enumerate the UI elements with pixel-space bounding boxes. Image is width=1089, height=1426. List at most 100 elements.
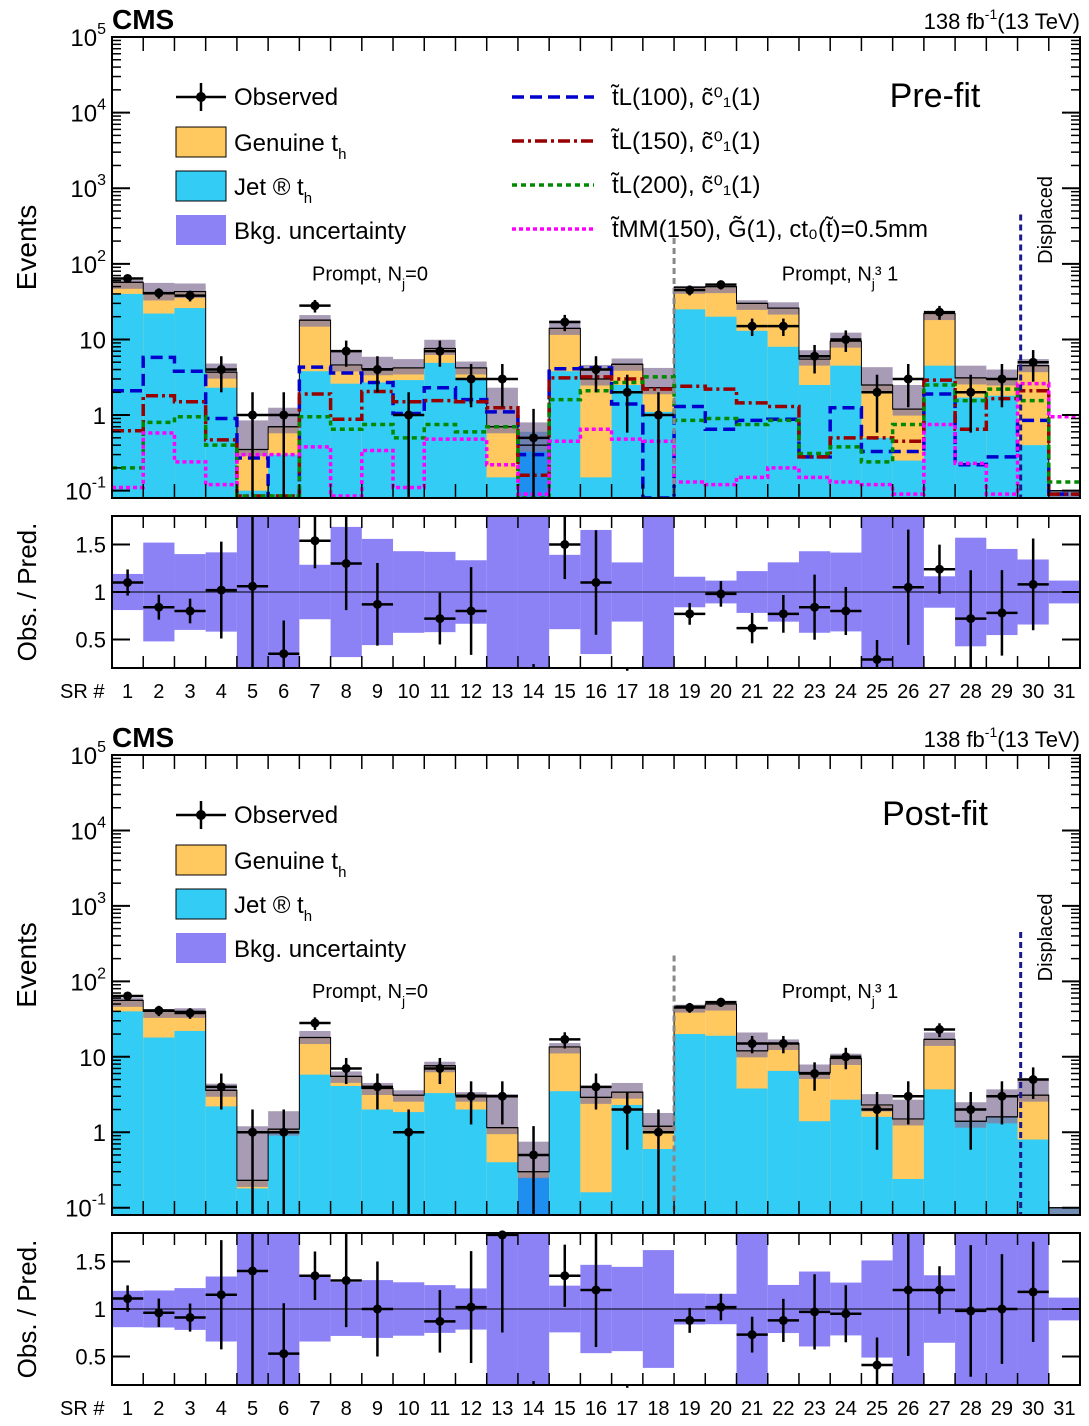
x-tick-label: 13 (491, 1398, 513, 1420)
legend-genuine-text-part: t (331, 130, 338, 157)
observed-point (810, 1069, 820, 1079)
region-label-prompt0-part: =0 (405, 264, 428, 286)
x-tick-label: 8 (341, 681, 352, 703)
cms-label: CMS (112, 4, 174, 35)
legend-signal-text-3: t̃L(200), c̃⁰₁(1) (610, 172, 760, 199)
region-label-prompt0: Prompt, Nj=0 (312, 264, 428, 292)
ratio-point (778, 1315, 788, 1325)
legend-genuine-text-part: h (338, 146, 346, 163)
x-tick-label: 11 (429, 681, 450, 703)
observed-point (372, 365, 382, 375)
x-tick-label: 7 (309, 681, 320, 703)
jet-bar (1017, 1139, 1049, 1215)
jet-bar (424, 1093, 456, 1215)
y-tick-label-part: 10 (70, 894, 97, 921)
region-label-prompt1-part: j (871, 993, 875, 1009)
ratio-point (435, 1316, 445, 1326)
x-tick-label: 30 (1022, 1398, 1044, 1420)
x-tick-label: 23 (803, 1398, 825, 1420)
region-label-displaced: Displaced (1035, 894, 1057, 982)
observed-point (154, 288, 164, 298)
ratio-point (435, 614, 445, 624)
ratio-y-tick-label: 0.5 (75, 1345, 106, 1370)
observed-point (810, 351, 820, 361)
jet-bar (112, 293, 144, 498)
observed-point (997, 374, 1007, 384)
legend-observed-marker (196, 92, 206, 102)
observed-point (497, 1091, 507, 1101)
x-tick-label: 27 (928, 1398, 950, 1420)
x-tick-label: 28 (960, 681, 982, 703)
x-tick-label: 5 (247, 681, 258, 703)
y-tick-label: 10-1 (65, 475, 106, 506)
legend-genuine-text-part: Genuine (234, 848, 331, 875)
region-label-prompt1: Prompt, Nj³ 1 (782, 981, 899, 1009)
x-tick-label: 6 (278, 681, 289, 703)
ratio-point (716, 1302, 726, 1312)
jet-bar (112, 1011, 144, 1215)
observed-point (1028, 357, 1038, 367)
y-tick-label: 103 (70, 890, 106, 921)
jet-bar (424, 362, 456, 498)
x-tick-label: 25 (866, 681, 888, 703)
ratio-point (716, 589, 726, 599)
jet-bar (205, 387, 237, 498)
y-tick-label-part: 10 (79, 1045, 106, 1072)
jet-bar (299, 371, 331, 498)
y-tick-label-part: 10 (70, 101, 97, 128)
legend-signal-text-4: t̃MM(150), G̃(1), ct₀(t̃)=0.5mm (610, 216, 928, 243)
y-tick-label: 10-1 (65, 1192, 106, 1223)
legend-jet-swatch (175, 170, 227, 202)
observed-point (653, 410, 663, 420)
y-axis-label: Events (11, 922, 42, 1008)
legend-jet-text-part: ® (273, 892, 297, 919)
jet-bar (830, 1099, 862, 1215)
ratio-point (466, 606, 476, 616)
x-tick-label: 9 (372, 681, 383, 703)
y-tick-label: 1 (93, 403, 106, 430)
jet-bar (830, 365, 862, 498)
legend-genuine-text-part: Genuine (234, 130, 331, 157)
observed-point (341, 1063, 351, 1073)
legend-jet-swatch (175, 888, 227, 920)
observed-point (279, 410, 289, 420)
observed-point (185, 291, 195, 301)
x-tick-label: 28 (960, 1398, 982, 1420)
jet-bar (330, 1086, 362, 1215)
observed-point (404, 410, 414, 420)
jet-bar (767, 346, 799, 498)
ratio-point (685, 609, 695, 619)
y-tick-label-part: 10 (70, 818, 97, 845)
x-tick-label: 18 (647, 681, 669, 703)
y-tick-label: 102 (70, 965, 106, 996)
legend-observed-marker (196, 810, 206, 820)
legend-jet-text-part: Jet (234, 174, 273, 201)
observed-point (341, 346, 351, 356)
observed-point (591, 365, 601, 375)
ratio-point (841, 1309, 851, 1319)
observed-point (591, 1082, 601, 1092)
observed-point (778, 1039, 788, 1049)
jet-bar (923, 1089, 956, 1215)
fit-label: Post-fit (882, 795, 988, 833)
x-tick-label: 24 (835, 1398, 857, 1420)
ratio-point (185, 606, 195, 616)
observed-point (372, 1082, 382, 1092)
legend-uncertainty-swatch (176, 215, 226, 245)
x-tick-label: 12 (460, 1398, 482, 1420)
region-label-prompt0: Prompt, Nj=0 (312, 981, 428, 1009)
observed-point (966, 387, 976, 397)
legend-genuine-text: Genuine th (234, 848, 346, 881)
ratio-y-axis-label: Obs. / Pred. (12, 523, 42, 662)
legend-signal-text-1: t̃L(100), c̃⁰₁(1) (610, 84, 760, 111)
legend-genuine-swatch (175, 844, 227, 876)
y-tick-label-part: 3 (97, 890, 106, 907)
ratio-point (903, 1285, 913, 1295)
prefit-plot-area (112, 280, 1080, 498)
ratio-point (903, 582, 913, 592)
observed-point (653, 1127, 663, 1137)
